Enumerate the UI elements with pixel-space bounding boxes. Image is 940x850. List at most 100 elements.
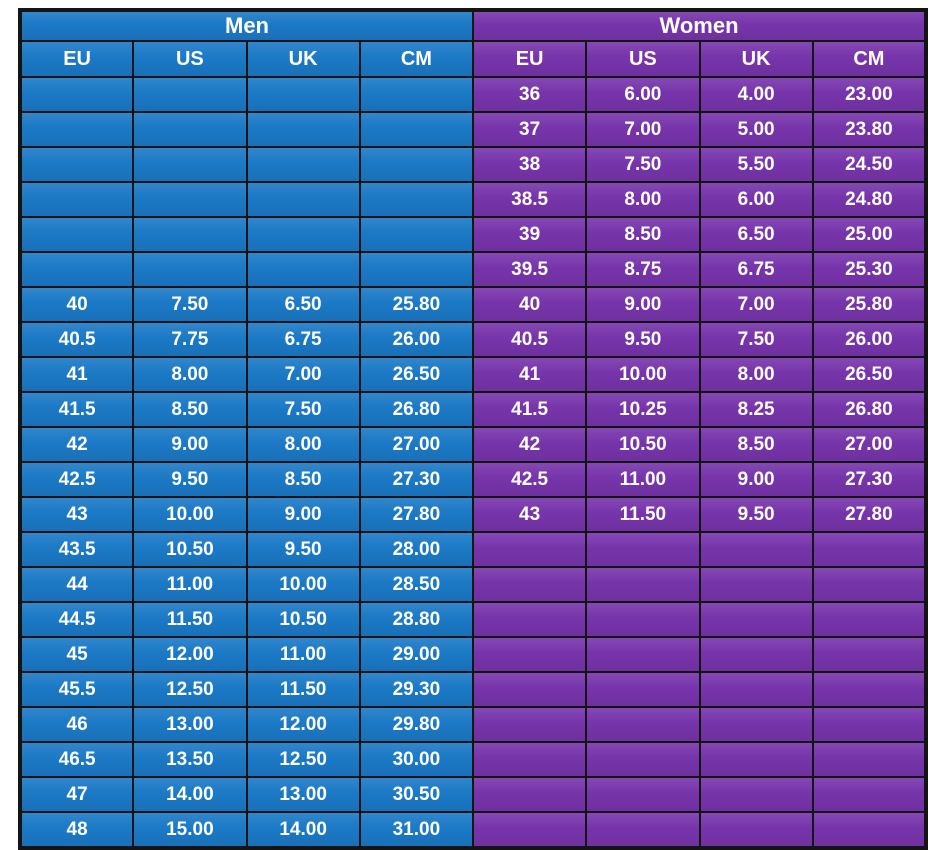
- men-eu-cell: [18, 216, 135, 253]
- women-cm-cell: 26.00: [811, 321, 928, 358]
- men-us-cell: 8.50: [132, 391, 248, 428]
- women-us-cell: [585, 741, 701, 778]
- men-eu-cell: 46: [18, 706, 135, 743]
- men-eu-cell: 40.5: [18, 321, 135, 358]
- women-us-cell: 9.00: [585, 286, 701, 323]
- men-us-cell: 8.00: [132, 356, 248, 393]
- women-eu-cell: [471, 811, 588, 849]
- men-eu-cell: [18, 146, 135, 183]
- women-uk-cell: 6.50: [698, 216, 814, 253]
- women-cm-header: CM: [811, 40, 928, 78]
- women-uk-cell: [698, 566, 814, 603]
- women-us-cell: [585, 531, 701, 568]
- men-uk-cell: [245, 111, 361, 148]
- men-eu-cell: 43.5: [18, 531, 135, 568]
- women-eu-cell: 42.5: [471, 461, 588, 498]
- men-eu-cell: 40: [18, 286, 135, 323]
- men-us-cell: [132, 111, 248, 148]
- men-uk-cell: [245, 146, 361, 183]
- men-cm-header: CM: [358, 40, 475, 78]
- men-eu-cell: [18, 251, 135, 288]
- women-us-header: US: [585, 40, 701, 78]
- women-cm-cell: 26.80: [811, 391, 928, 428]
- men-cm-cell: [358, 216, 475, 253]
- men-cm-cell: 28.50: [358, 566, 475, 603]
- women-cm-cell: [811, 811, 928, 849]
- women-us-cell: [585, 601, 701, 638]
- table-row: 39.5 8.75 6.75 25.30: [18, 251, 928, 288]
- men-uk-cell: 8.00: [245, 426, 361, 463]
- women-us-cell: [585, 776, 701, 813]
- women-cm-cell: [811, 636, 928, 673]
- table-row: 36 6.00 4.00 23.00: [18, 76, 928, 113]
- women-eu-cell: 38: [471, 146, 588, 183]
- column-header-row: EU US UK CM EU US UK CM: [18, 40, 928, 78]
- men-eu-cell: 42: [18, 426, 135, 463]
- women-eu-cell: 39: [471, 216, 588, 253]
- men-uk-cell: 7.50: [245, 391, 361, 428]
- men-us-cell: 14.00: [132, 776, 248, 813]
- women-uk-cell: [698, 706, 814, 743]
- men-us-cell: 7.50: [132, 286, 248, 323]
- men-eu-cell: 45.5: [18, 671, 135, 708]
- table-row: 46.5 13.50 12.50 30.00: [18, 741, 928, 778]
- women-cm-cell: 27.00: [811, 426, 928, 463]
- men-us-cell: 10.50: [132, 531, 248, 568]
- group-title-row: Men Women: [19, 9, 927, 42]
- women-cm-cell: [811, 566, 928, 603]
- men-uk-header: UK: [245, 40, 361, 78]
- men-cm-cell: 25.80: [358, 286, 475, 323]
- men-eu-cell: 41: [18, 356, 135, 393]
- women-uk-cell: 4.00: [698, 76, 814, 113]
- women-cm-cell: [811, 671, 928, 708]
- women-us-cell: [585, 811, 701, 849]
- women-cm-cell: 27.80: [811, 496, 928, 533]
- women-eu-cell: 40: [471, 286, 588, 323]
- table-row: 40 7.50 6.50 25.80 40 9.00 7.00 25.80: [18, 286, 928, 323]
- men-eu-header: EU: [18, 40, 135, 78]
- table-row: 40.5 7.75 6.75 26.00 40.5 9.50 7.50 26.00: [18, 321, 928, 358]
- women-uk-cell: [698, 671, 814, 708]
- women-cm-cell: 25.30: [811, 251, 928, 288]
- men-cm-cell: 30.50: [358, 776, 475, 813]
- men-cm-cell: 27.80: [358, 496, 475, 533]
- men-uk-cell: 14.00: [245, 811, 361, 849]
- men-cm-cell: 28.80: [358, 601, 475, 638]
- men-eu-cell: 46.5: [18, 741, 135, 778]
- men-cm-cell: [358, 76, 475, 113]
- women-us-cell: 8.75: [585, 251, 701, 288]
- women-eu-cell: 41.5: [471, 391, 588, 428]
- table-head: Men Women EU US UK CM EU US UK CM: [18, 9, 928, 78]
- men-uk-cell: 6.50: [245, 286, 361, 323]
- women-eu-cell: [471, 741, 588, 778]
- women-uk-header: UK: [698, 40, 814, 78]
- men-us-cell: [132, 76, 248, 113]
- men-cm-cell: 26.80: [358, 391, 475, 428]
- women-uk-cell: 9.00: [698, 461, 814, 498]
- women-eu-cell: 37: [471, 111, 588, 148]
- women-uk-cell: 6.00: [698, 181, 814, 218]
- table-row: 41.5 8.50 7.50 26.80 41.5 10.25 8.25 26.80: [18, 391, 928, 428]
- women-eu-cell: [471, 566, 588, 603]
- table-row: 38.5 8.00 6.00 24.80: [18, 181, 928, 218]
- women-cm-cell: [811, 601, 928, 638]
- men-us-cell: [132, 251, 248, 288]
- women-eu-cell: 39.5: [471, 251, 588, 288]
- men-us-header: US: [132, 40, 248, 78]
- women-eu-cell: 38.5: [471, 181, 588, 218]
- men-cm-cell: 26.50: [358, 356, 475, 393]
- women-us-cell: [585, 636, 701, 673]
- women-cm-cell: 27.30: [811, 461, 928, 498]
- women-cm-cell: 23.80: [811, 111, 928, 148]
- women-eu-cell: 36: [471, 76, 588, 113]
- women-us-cell: 11.50: [585, 496, 701, 533]
- women-us-cell: [585, 706, 701, 743]
- women-uk-cell: [698, 811, 814, 849]
- men-eu-cell: 44: [18, 566, 135, 603]
- women-uk-cell: 8.50: [698, 426, 814, 463]
- men-uk-cell: 7.00: [245, 356, 361, 393]
- men-cm-cell: 31.00: [358, 811, 475, 849]
- women-us-cell: 9.50: [585, 321, 701, 358]
- men-uk-cell: 10.00: [245, 566, 361, 603]
